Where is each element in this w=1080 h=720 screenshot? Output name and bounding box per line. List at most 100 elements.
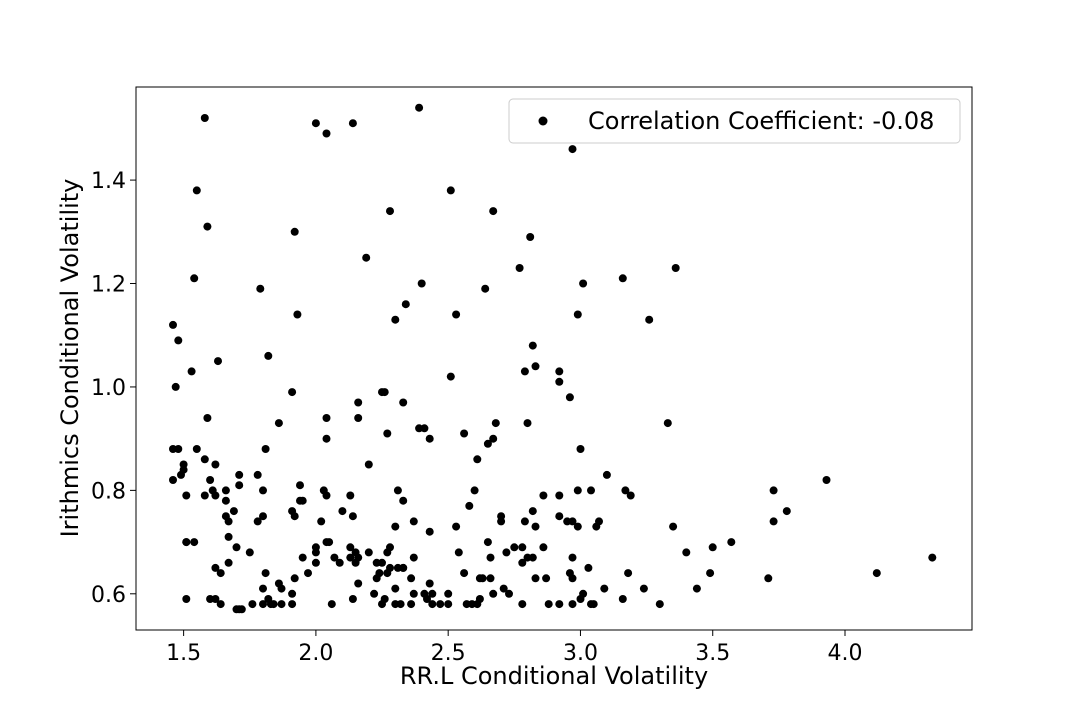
data-point: [669, 522, 678, 531]
data-point: [211, 491, 220, 500]
data-point: [348, 512, 357, 521]
data-point: [203, 222, 212, 231]
data-point: [311, 119, 320, 128]
data-point: [245, 548, 254, 557]
data-point: [409, 589, 418, 598]
data-point: [528, 553, 537, 562]
data-point: [600, 584, 609, 593]
x-axis-ticks: 1.5 2.0 2.5 3.0 3.5 4.0: [166, 630, 863, 666]
data-point: [526, 233, 535, 241]
data-point: [190, 274, 199, 283]
data-point: [483, 439, 492, 448]
data-point: [444, 589, 453, 598]
data-point: [491, 419, 500, 428]
legend: Correlation Coefficient: -0.08: [508, 98, 961, 144]
y-tick-label: 0.8: [91, 479, 126, 504]
data-point: [370, 589, 379, 598]
data-point: [505, 589, 513, 598]
data-point: [322, 491, 331, 500]
data-point: [415, 424, 424, 433]
data-point: [423, 595, 431, 603]
data-point: [568, 553, 577, 562]
data-point: [277, 600, 286, 609]
data-point: [460, 429, 469, 438]
data-point: [576, 595, 585, 603]
data-point: [346, 543, 355, 552]
data-point: [378, 600, 386, 609]
x-tick-label: 3.0: [563, 641, 598, 666]
data-point: [354, 579, 363, 588]
data-point: [769, 517, 778, 526]
data-point: [296, 481, 304, 490]
data-point: [348, 595, 357, 603]
data-point: [428, 589, 437, 598]
data-point: [354, 414, 363, 422]
data-point: [259, 600, 267, 609]
data-point: [224, 532, 233, 541]
data-point: [671, 264, 680, 272]
data-point: [182, 538, 191, 547]
data-point: [528, 341, 537, 350]
data-point: [378, 388, 386, 397]
data-point: [822, 476, 831, 484]
data-point: [555, 600, 564, 609]
data-point: [293, 310, 302, 319]
data-point: [391, 584, 400, 593]
data-point: [364, 548, 373, 557]
data-point: [187, 367, 196, 376]
data-point: [290, 227, 299, 236]
data-point: [322, 434, 331, 443]
data-point: [565, 393, 574, 402]
data-point: [446, 372, 455, 381]
data-point: [579, 279, 588, 288]
data-point: [171, 382, 180, 391]
data-point: [425, 579, 434, 588]
data-point: [214, 357, 222, 366]
data-point: [372, 558, 381, 567]
data-point: [407, 574, 416, 583]
data-point: [346, 553, 355, 562]
data-point: [288, 600, 297, 609]
data-point: [727, 538, 736, 547]
data-point: [486, 553, 495, 562]
y-tick-label: 1.0: [91, 376, 126, 401]
data-point: [396, 600, 405, 609]
data-point: [266, 600, 275, 609]
data-point: [288, 589, 297, 598]
data-point: [290, 512, 299, 521]
data-point: [769, 486, 778, 495]
data-point: [446, 186, 455, 195]
data-point: [232, 543, 241, 552]
data-point: [645, 315, 654, 324]
legend-box: [508, 98, 961, 144]
data-point: [364, 460, 373, 469]
data-point: [190, 538, 199, 547]
data-point: [682, 548, 691, 557]
legend-label: Correlation Coefficient: -0.08: [588, 107, 934, 135]
data-point: [584, 563, 593, 572]
data-point: [587, 486, 595, 495]
data-point: [393, 486, 402, 495]
data-point: [555, 377, 564, 386]
data-point: [518, 558, 527, 567]
data-point: [465, 501, 474, 510]
data-point: [362, 253, 371, 262]
data-point: [399, 496, 408, 505]
data-point: [304, 569, 312, 578]
data-point: [409, 553, 418, 562]
y-axis-ticks: 0.6 0.8 1.0 1.2 1.4: [91, 169, 136, 608]
data-point: [428, 600, 437, 609]
data-point: [539, 543, 548, 552]
data-point: [520, 517, 529, 526]
data-point: [764, 574, 773, 583]
data-point: [568, 600, 577, 609]
data-point: [518, 600, 527, 609]
data-point: [391, 522, 400, 531]
data-point: [602, 470, 611, 479]
data-point: [288, 388, 297, 397]
data-point: [436, 600, 445, 609]
data-point: [528, 507, 537, 516]
data-point: [169, 320, 177, 329]
data-point: [454, 548, 463, 557]
